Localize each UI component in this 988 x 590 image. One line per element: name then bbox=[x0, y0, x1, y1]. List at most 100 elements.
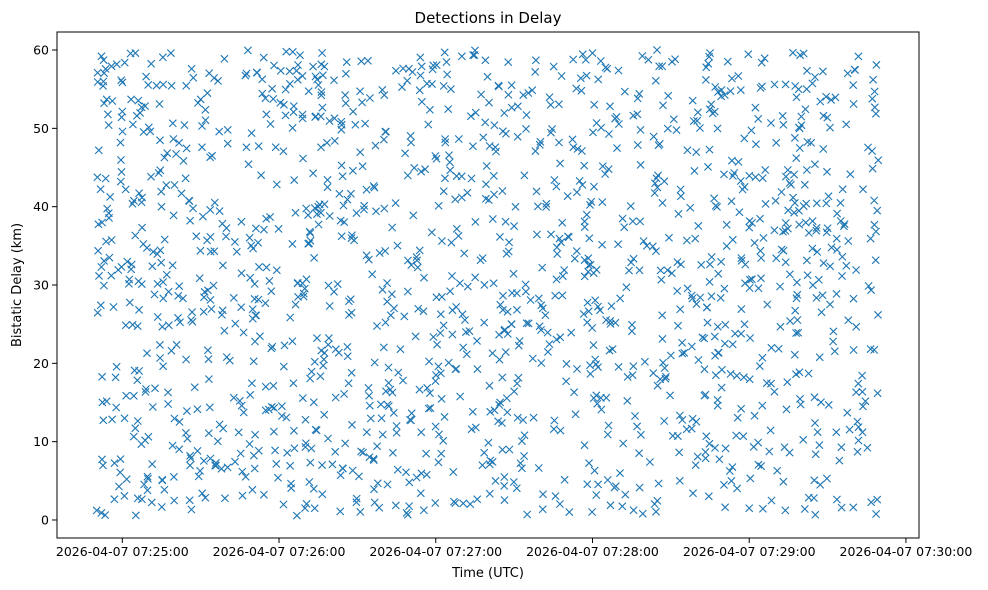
data-point bbox=[808, 217, 817, 226]
data-point bbox=[811, 450, 820, 459]
data-point bbox=[774, 344, 783, 353]
data-point bbox=[302, 204, 311, 213]
data-point bbox=[519, 91, 528, 100]
data-point bbox=[103, 110, 112, 119]
data-point bbox=[186, 216, 195, 225]
data-point bbox=[567, 328, 576, 337]
data-point bbox=[782, 405, 791, 414]
data-point bbox=[410, 163, 419, 172]
data-point bbox=[596, 57, 605, 65]
data-point bbox=[552, 243, 561, 252]
data-point bbox=[794, 85, 803, 94]
data-point bbox=[301, 443, 310, 451]
data-point bbox=[436, 329, 445, 337]
data-point bbox=[754, 114, 763, 123]
data-point bbox=[558, 218, 567, 227]
data-point bbox=[137, 103, 146, 112]
data-point bbox=[405, 502, 414, 511]
data-point bbox=[209, 281, 218, 290]
data-point bbox=[267, 344, 276, 353]
data-point bbox=[812, 223, 821, 232]
x-tick-label: 2026-04-07 07:30:00 bbox=[840, 544, 973, 559]
data-point bbox=[500, 496, 509, 505]
data-point bbox=[110, 495, 119, 504]
data-point bbox=[583, 480, 592, 489]
data-point bbox=[434, 458, 443, 467]
y-tick-label: 30 bbox=[33, 278, 49, 293]
data-point bbox=[555, 138, 563, 147]
data-point bbox=[258, 75, 267, 84]
data-point bbox=[843, 69, 852, 78]
data-point bbox=[837, 443, 846, 452]
data-point bbox=[711, 83, 720, 91]
data-point bbox=[570, 388, 579, 397]
data-point bbox=[99, 81, 108, 90]
data-point bbox=[849, 100, 858, 108]
data-point bbox=[391, 66, 400, 75]
data-point bbox=[747, 275, 756, 284]
data-point bbox=[494, 82, 503, 91]
data-point bbox=[520, 171, 529, 180]
data-point bbox=[471, 423, 480, 432]
data-point bbox=[833, 245, 841, 254]
data-point bbox=[291, 300, 300, 309]
data-point bbox=[99, 461, 107, 470]
data-point bbox=[254, 446, 263, 455]
data-point bbox=[765, 447, 774, 456]
data-point bbox=[250, 464, 259, 473]
data-point bbox=[174, 313, 182, 322]
data-point bbox=[537, 301, 546, 310]
data-point bbox=[556, 159, 565, 168]
data-point bbox=[198, 489, 207, 498]
data-point bbox=[282, 47, 291, 56]
data-point bbox=[666, 351, 675, 360]
data-point bbox=[872, 227, 880, 236]
data-point bbox=[872, 510, 881, 518]
data-point bbox=[593, 399, 602, 408]
data-point bbox=[104, 209, 113, 218]
data-point bbox=[691, 234, 700, 243]
data-point bbox=[98, 398, 107, 407]
data-point bbox=[592, 119, 601, 127]
data-point bbox=[309, 169, 318, 178]
data-point bbox=[579, 310, 588, 318]
data-point bbox=[205, 69, 214, 78]
data-point bbox=[870, 220, 879, 229]
data-point bbox=[588, 508, 597, 516]
data-point bbox=[112, 362, 121, 371]
data-point bbox=[134, 277, 143, 286]
data-point bbox=[746, 474, 755, 483]
data-point bbox=[143, 474, 152, 483]
data-point bbox=[339, 201, 348, 210]
data-point bbox=[318, 49, 327, 57]
data-point bbox=[198, 212, 207, 221]
data-point bbox=[607, 302, 616, 311]
data-point bbox=[745, 223, 754, 232]
data-point bbox=[365, 453, 374, 462]
data-point bbox=[666, 391, 675, 400]
data-point bbox=[269, 95, 278, 103]
data-point bbox=[272, 459, 281, 468]
data-point bbox=[261, 406, 270, 415]
data-point bbox=[604, 421, 613, 430]
data-point bbox=[422, 449, 431, 458]
data-point bbox=[223, 125, 232, 134]
data-point bbox=[249, 357, 258, 366]
data-point bbox=[110, 459, 119, 468]
data-point bbox=[290, 176, 299, 185]
data-point bbox=[144, 80, 153, 89]
data-point bbox=[633, 422, 642, 431]
data-point bbox=[658, 334, 667, 343]
data-point bbox=[523, 510, 532, 519]
data-point bbox=[168, 441, 177, 450]
data-point bbox=[100, 69, 109, 78]
data-point bbox=[298, 71, 307, 80]
data-point bbox=[867, 498, 876, 507]
data-point bbox=[426, 404, 435, 412]
data-point bbox=[461, 328, 470, 337]
data-point bbox=[186, 451, 195, 460]
data-point bbox=[808, 244, 817, 253]
data-point bbox=[383, 279, 392, 287]
data-point bbox=[614, 240, 623, 249]
data-point bbox=[584, 254, 593, 263]
